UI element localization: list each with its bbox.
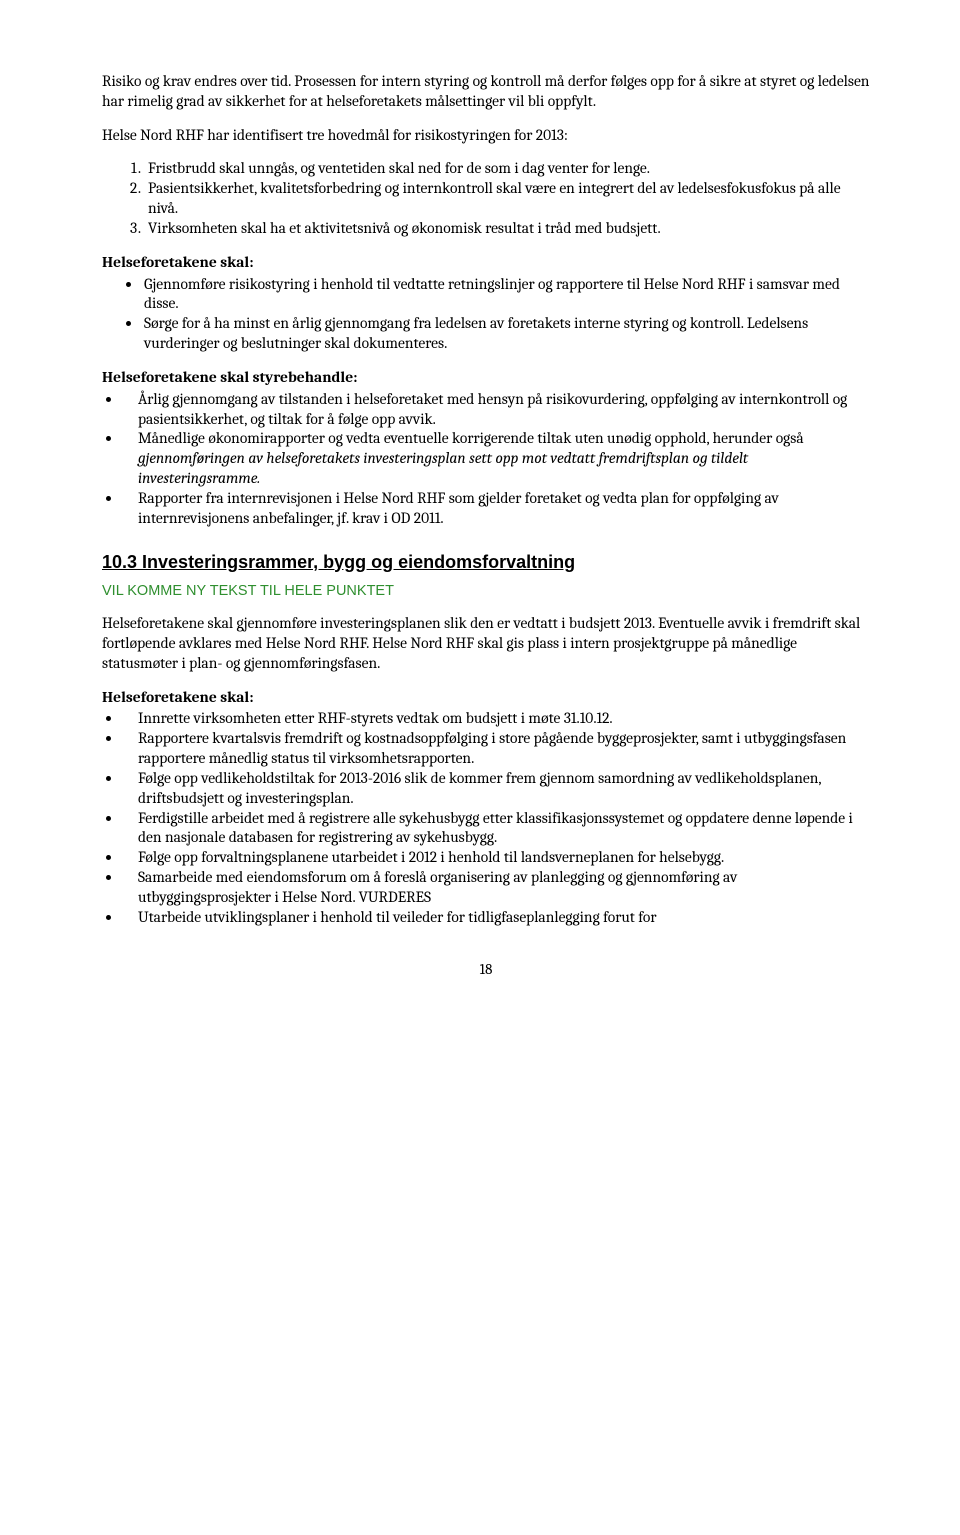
list-item: Fristbrudd skal unngås, og ventetiden sk… bbox=[144, 159, 870, 179]
skal-list-1: Gjennomføre risikostyring i henhold til … bbox=[102, 275, 870, 354]
section-heading-10-3: 10.3 Investeringsrammer, bygg og eiendom… bbox=[102, 551, 870, 574]
skal-list-2: Innrette virksomheten etter RHF-styrets … bbox=[102, 709, 870, 927]
list-item: Årlig gjennomgang av tilstanden i helsef… bbox=[122, 390, 870, 430]
list-item: Samarbeide med eiendomsforum om å foresl… bbox=[122, 868, 870, 908]
list-item: Følge opp forvaltningsplanene utarbeidet… bbox=[122, 848, 870, 868]
skal-heading-1: Helseforetakene skal: bbox=[102, 253, 870, 273]
list-item: Rapportere kvartalsvis fremdrift og kost… bbox=[122, 729, 870, 769]
list-item: Pasientsikkerhet, kvalitetsforbedring og… bbox=[144, 179, 870, 219]
list-item-text: Månedlige økonomirapporter og vedta even… bbox=[138, 429, 804, 447]
list-item: Virksomheten skal ha et aktivitetsnivå o… bbox=[144, 219, 870, 239]
styrebehandle-heading: Helseforetakene skal styrebehandle: bbox=[102, 368, 870, 388]
list-item: Utarbeide utviklingsplaner i henhold til… bbox=[122, 908, 870, 928]
styrebehandle-list: Årlig gjennomgang av tilstanden i helsef… bbox=[102, 390, 870, 529]
intro-paragraph: Risiko og krav endres over tid. Prosesse… bbox=[102, 72, 870, 112]
invest-paragraph: Helseforetakene skal gjennomføre investe… bbox=[102, 614, 870, 673]
list-item: Sørge for å ha minst en årlig gjennomgan… bbox=[142, 314, 870, 354]
list-item: Rapporter fra internrevisjonen i Helse N… bbox=[122, 489, 870, 529]
list-item: Gjennomføre risikostyring i henhold til … bbox=[142, 275, 870, 315]
list-item: Månedlige økonomirapporter og vedta even… bbox=[122, 429, 870, 488]
green-note: VIL KOMME NY TEKST TIL HELE PUNKTET bbox=[102, 582, 870, 601]
list-item: Ferdigstille arbeidet med å registrere a… bbox=[122, 809, 870, 849]
list-item: Innrette virksomheten etter RHF-styrets … bbox=[122, 709, 870, 729]
list-item: Følge opp vedlikeholdstiltak for 2013-20… bbox=[122, 769, 870, 809]
page-number: 18 bbox=[102, 960, 870, 979]
skal-heading-2: Helseforetakene skal: bbox=[102, 688, 870, 708]
ident-lead: Helse Nord RHF har identifisert tre hove… bbox=[102, 126, 870, 146]
list-item-italic: gjennomføringen av helseforetakets inves… bbox=[138, 449, 748, 487]
hovedmal-list: Fristbrudd skal unngås, og ventetiden sk… bbox=[102, 159, 870, 238]
